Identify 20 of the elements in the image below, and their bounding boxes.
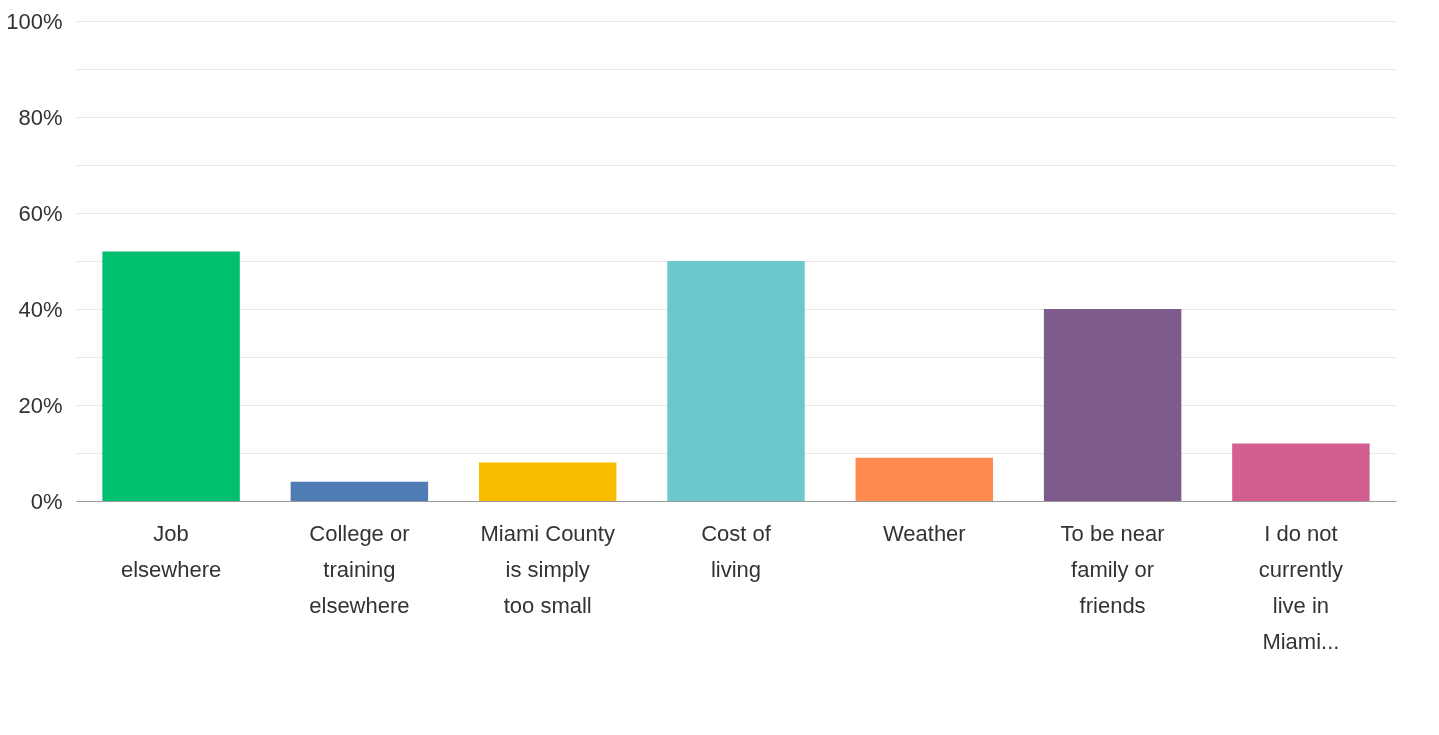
x-tick-label: I do not currently live in Miami... bbox=[1258, 520, 1344, 654]
x-tick-label: Miami County is simply too small bbox=[480, 520, 615, 618]
x-tick-label: To be near family or friends bbox=[1060, 520, 1165, 618]
bar bbox=[1232, 443, 1370, 501]
bar bbox=[478, 462, 617, 501]
bar bbox=[1043, 309, 1182, 501]
y-tick-label: 80% bbox=[18, 104, 63, 130]
bar bbox=[667, 261, 805, 501]
y-tick-label: 0% bbox=[30, 488, 63, 514]
y-tick-label: 20% bbox=[18, 392, 63, 418]
bar bbox=[102, 251, 240, 501]
bar bbox=[290, 481, 429, 501]
x-tick-label: Job elsewhere bbox=[120, 520, 222, 582]
x-tick-label: College or training elsewhere bbox=[309, 520, 410, 618]
y-tick-label: 100% bbox=[6, 8, 63, 34]
x-tick-label: Weather bbox=[882, 520, 966, 546]
y-tick-label: 60% bbox=[18, 200, 63, 226]
bar bbox=[855, 457, 994, 501]
x-tick-label: Cost of living bbox=[701, 520, 772, 582]
y-tick-label: 40% bbox=[18, 296, 63, 322]
